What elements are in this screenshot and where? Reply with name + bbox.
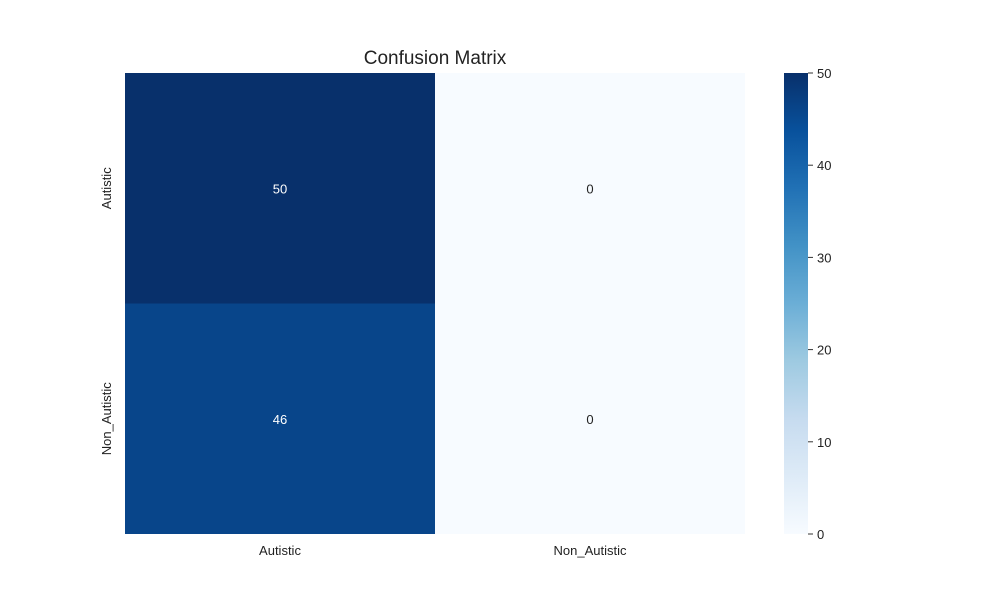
cell-annotations: 50 0 46 0 xyxy=(273,181,594,427)
chart-title: Confusion Matrix xyxy=(364,48,507,69)
colorbar-tick-label: 10 xyxy=(817,435,831,450)
heatmap-cell-2-2 xyxy=(435,303,745,534)
heatmap-cell-1-2 xyxy=(435,73,745,304)
colorbar-tick-label: 20 xyxy=(817,343,831,358)
x-tick-label: Autistic xyxy=(259,543,301,558)
cell-annotation-1-1: 50 xyxy=(273,181,287,196)
y-tick-label: Autistic xyxy=(99,167,114,209)
heatmap-cell-1-1 xyxy=(125,73,435,304)
colorbar-tick-label: 30 xyxy=(817,250,831,265)
cell-annotation-2-1: 46 xyxy=(273,412,287,427)
colorbar xyxy=(784,73,808,534)
colorbar-tick-label: 50 xyxy=(817,66,831,81)
cell-annotation-1-2: 0 xyxy=(586,181,593,196)
y-tick-labels: Autistic Non_Autistic xyxy=(99,167,114,455)
y-tick-label: Non_Autistic xyxy=(99,382,114,455)
colorbar-tick-label: 0 xyxy=(817,527,824,542)
heatmap-cell-2-1 xyxy=(125,303,435,534)
x-tick-labels: Autistic Non_Autistic xyxy=(259,543,627,558)
cell-annotation-2-2: 0 xyxy=(586,412,593,427)
x-tick-label: Non_Autistic xyxy=(554,543,627,558)
colorbar-ticks: 0 10 20 30 40 50 xyxy=(808,66,831,542)
colorbar-tick-label: 40 xyxy=(817,158,831,173)
heatmap-cells xyxy=(125,73,745,534)
